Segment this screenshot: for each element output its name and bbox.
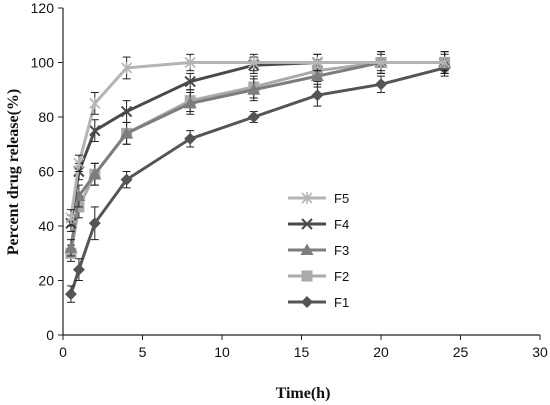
data-point-f3 [120,126,134,139]
legend-item-f5: F5 [288,191,349,206]
data-point-f5 [89,97,101,110]
data-point-f3 [88,167,102,180]
x-axis-title: Time(h) [276,385,331,402]
x-tick-label: 25 [453,344,469,360]
data-point-f5 [248,56,260,69]
series-layer [64,51,452,303]
data-point-f4 [184,75,196,88]
legend: F5 F4 F3 F2 F1 [288,191,349,310]
y-tick-label: 100 [31,55,55,71]
data-point-f1 [120,173,133,186]
legend-item-f1: F1 [288,295,349,310]
legend-label: F1 [334,295,349,310]
y-axis-title: Percent drug release(%) [5,89,22,255]
series-f2 [65,51,451,262]
data-point-f1 [72,263,85,276]
series-f5 [65,53,451,227]
y-tick-label: 40 [38,218,54,234]
x-tick-label: 15 [294,344,310,360]
legend-item-f2: F2 [288,269,349,284]
data-point-f1 [88,217,101,230]
legend-marker-f3 [300,243,314,255]
y-tick-label: 120 [31,0,55,16]
series-f1 [64,59,451,303]
data-point-f1 [64,288,77,301]
data-point-f1 [375,78,387,91]
axes: 0 20 40 60 80 100 120 0 5 10 15 20 25 30 [31,0,548,360]
legend-marker-f2 [301,270,313,282]
data-point-f4 [89,124,101,137]
y-tick-label: 0 [46,327,54,343]
legend-marker-f5 [301,192,313,204]
x-tick-label: 0 [59,344,67,360]
data-point-f5 [439,56,451,69]
data-point-f1 [311,89,324,102]
x-tick-label: 30 [532,344,548,360]
x-tick-label: 10 [214,344,230,360]
legend-item-f3: F3 [288,243,349,258]
data-point-f3 [247,83,261,95]
legend-label: F2 [334,269,349,284]
x-tick-label: 20 [373,344,389,360]
data-point-f1 [184,132,197,145]
data-point-f3 [183,96,197,109]
series-f3 [64,51,452,257]
x-tick-label: 5 [139,344,147,360]
data-point-f5 [65,211,77,224]
y-tick-label: 80 [38,109,54,125]
data-point-f5 [375,56,387,69]
y-tick-label: 20 [38,273,54,289]
data-point-f5 [184,56,196,69]
legend-item-f4: F4 [288,217,349,232]
legend-marker-f1 [301,296,313,308]
data-point-f5 [121,61,133,74]
data-point-f5 [311,56,323,69]
legend-label: F3 [334,243,349,258]
legend-label: F4 [334,217,349,232]
data-point-f4 [120,105,133,118]
data-point-f3 [64,241,78,253]
data-point-f1 [247,111,260,123]
legend-marker-f4 [301,218,313,230]
data-point-f3 [310,69,324,82]
data-point-f5 [73,157,85,170]
y-tick-label: 60 [38,164,54,180]
legend-label: F5 [334,191,349,206]
